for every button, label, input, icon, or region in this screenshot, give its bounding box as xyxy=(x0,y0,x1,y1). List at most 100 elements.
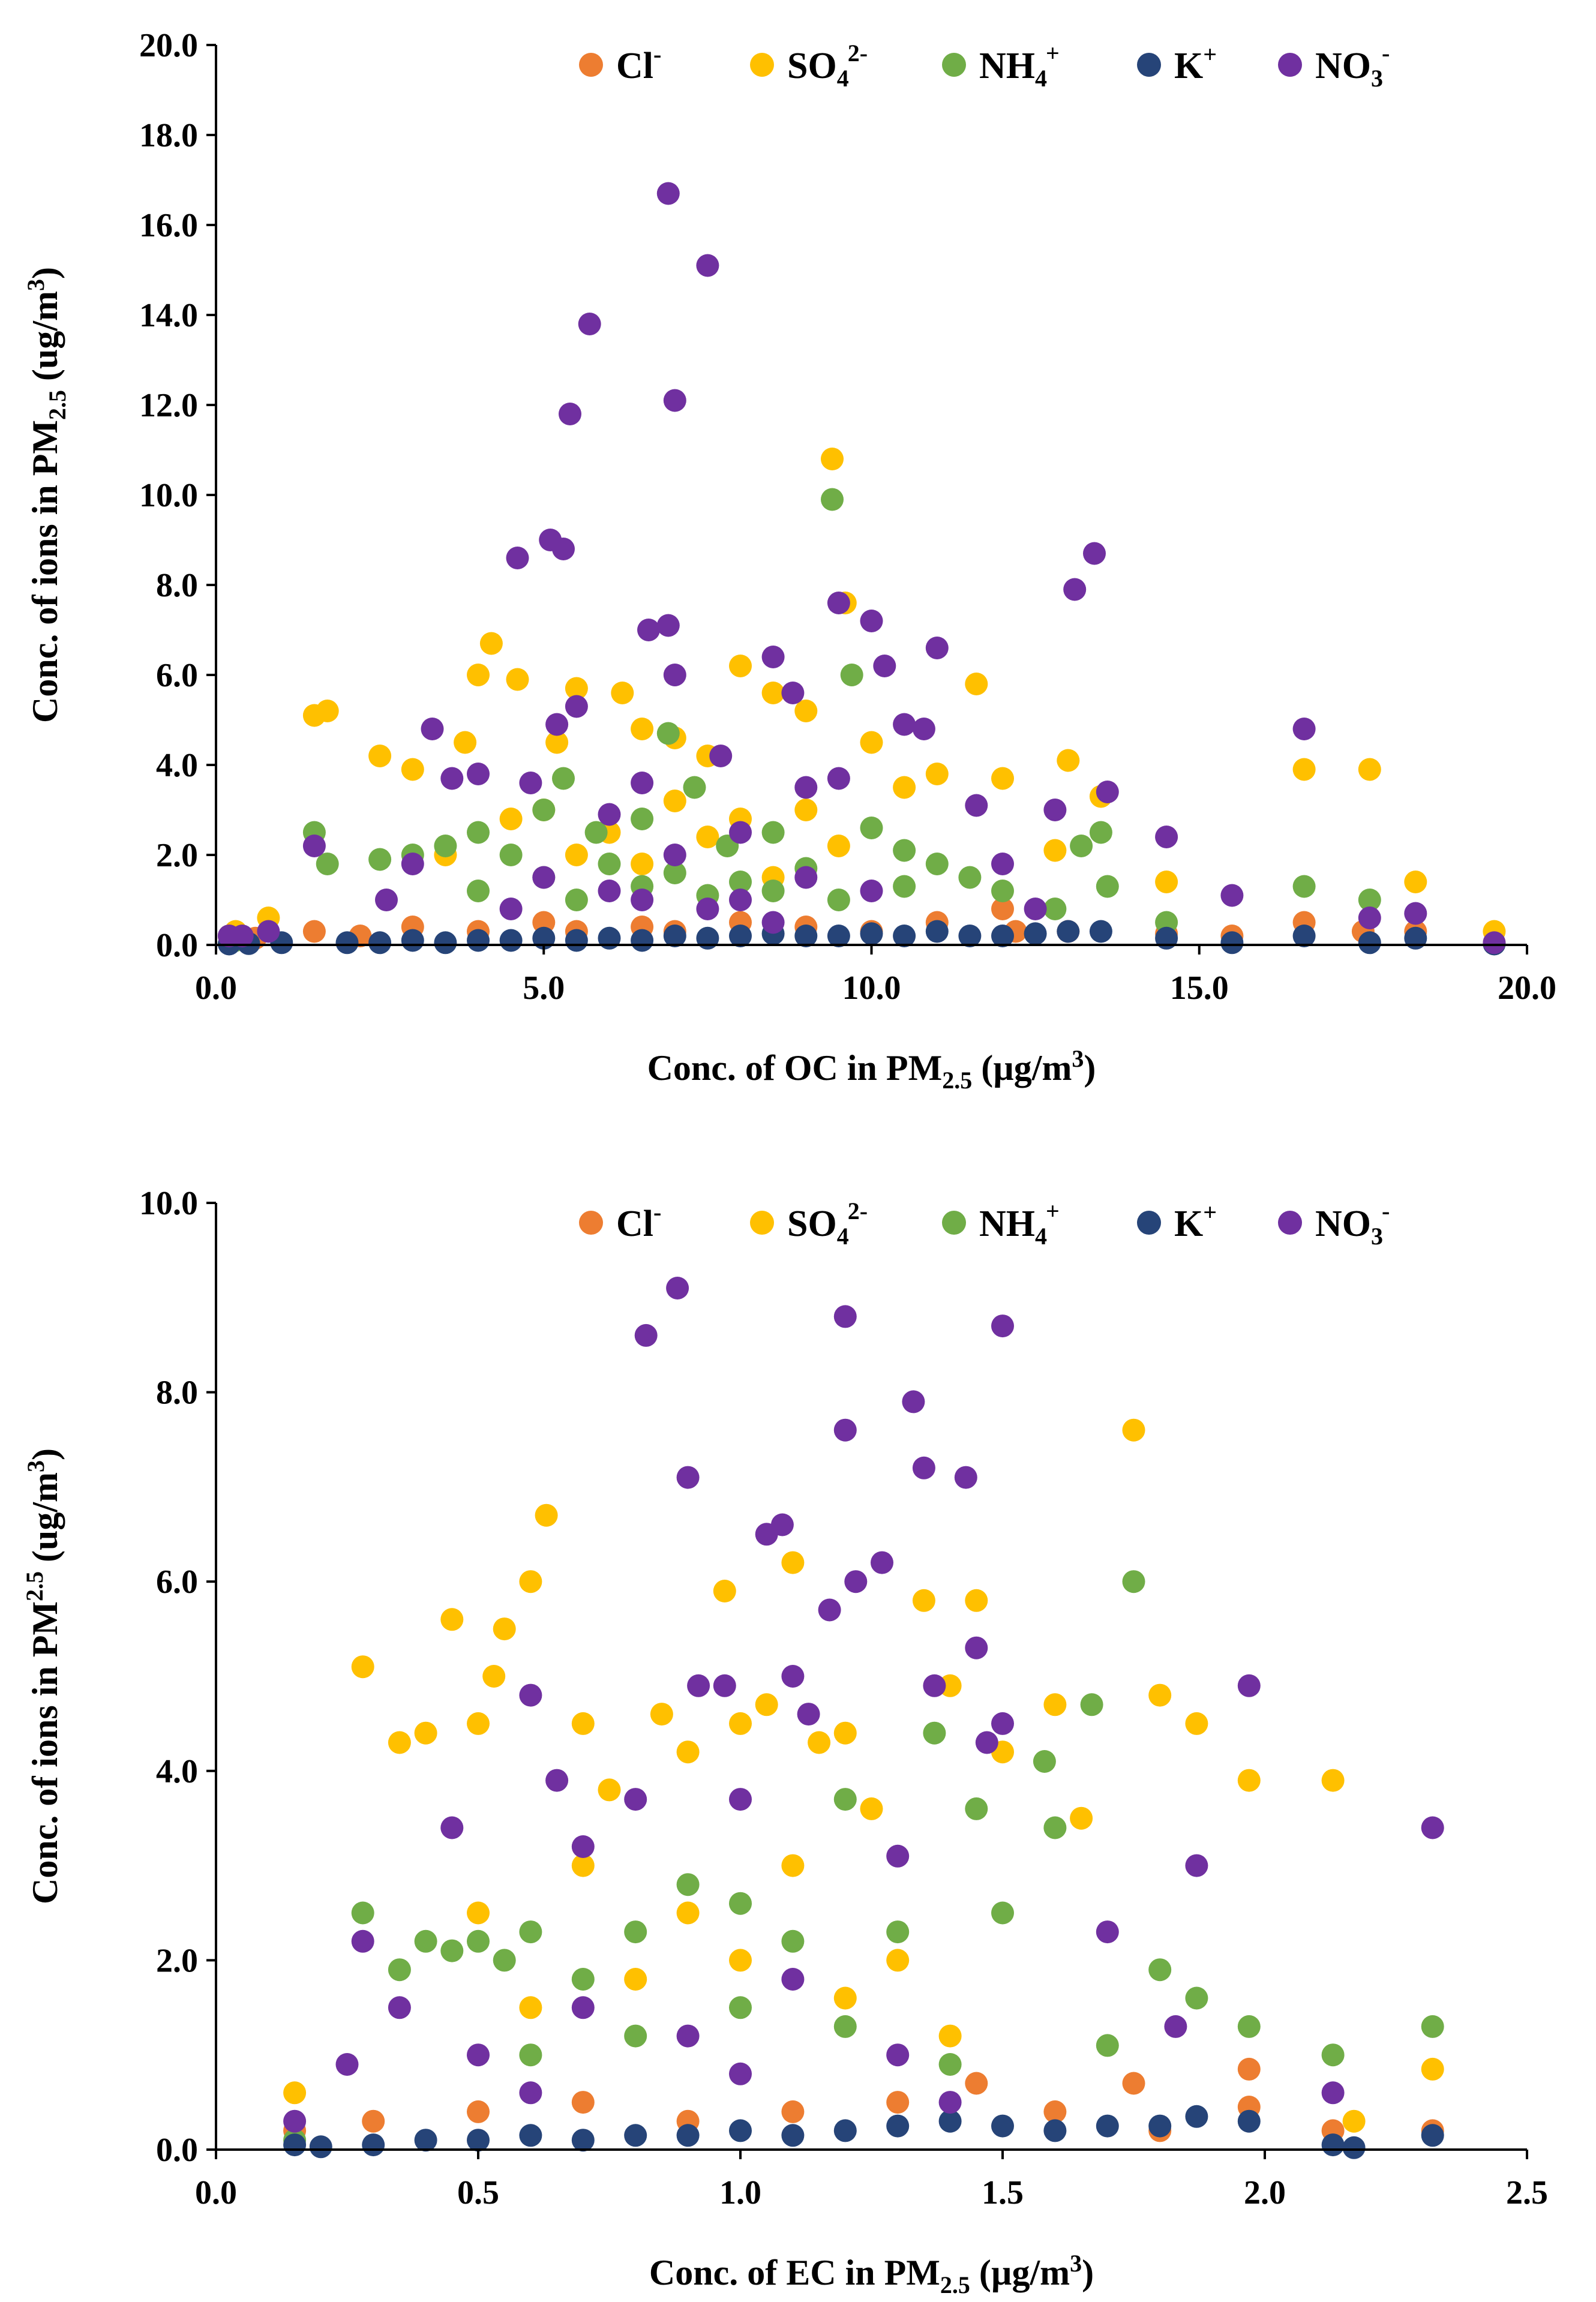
data-point xyxy=(401,853,424,875)
data-point xyxy=(414,2129,437,2152)
legend-label: SO42- xyxy=(787,40,868,92)
data-point xyxy=(729,821,752,844)
data-point xyxy=(1404,871,1427,893)
data-point xyxy=(860,1797,883,1820)
data-point xyxy=(388,1731,411,1754)
y-tick-label: 6.0 xyxy=(156,1563,198,1601)
data-point xyxy=(519,2081,542,2105)
x-tick-label: 2.5 xyxy=(1506,2174,1548,2211)
data-point xyxy=(886,2091,910,2114)
data-point xyxy=(467,929,490,952)
data-point xyxy=(794,776,818,799)
data-point xyxy=(1342,2109,1366,2133)
data-point xyxy=(519,1570,542,1593)
data-point xyxy=(683,776,706,799)
data-point xyxy=(1321,2043,1345,2067)
data-point xyxy=(283,2081,307,2105)
data-point xyxy=(821,488,844,511)
data-point xyxy=(1421,2124,1444,2147)
data-point xyxy=(316,700,339,722)
data-point xyxy=(912,718,935,740)
data-point xyxy=(440,1816,464,1839)
data-point xyxy=(467,2043,490,2067)
data-point xyxy=(1089,821,1112,844)
data-point xyxy=(1358,889,1381,911)
data-point xyxy=(818,1598,841,1622)
data-point xyxy=(1057,749,1080,772)
legend-marker xyxy=(1278,53,1302,77)
data-point xyxy=(1185,1986,1208,2010)
data-point xyxy=(440,767,464,790)
data-point xyxy=(1220,884,1244,907)
x-tick-label: 5.0 xyxy=(523,970,565,1007)
data-point xyxy=(1421,1816,1444,1839)
data-point xyxy=(770,1513,794,1536)
data-point xyxy=(1421,2015,1444,2038)
data-point xyxy=(676,1740,700,1764)
data-point xyxy=(676,1466,700,1489)
data-point xyxy=(781,1929,805,1953)
data-point xyxy=(761,646,785,668)
data-point xyxy=(761,821,785,844)
series-Cl- xyxy=(283,2057,1444,2142)
data-point xyxy=(676,2124,700,2147)
legend-item-Cl-: Cl- xyxy=(579,41,661,86)
legend-label: SO42- xyxy=(787,1197,868,1250)
data-point xyxy=(302,920,326,943)
data-point xyxy=(958,866,982,889)
data-point xyxy=(467,821,490,844)
data-point xyxy=(1404,926,1427,950)
data-point xyxy=(1148,2114,1172,2138)
data-point xyxy=(362,2133,385,2157)
data-point xyxy=(860,610,883,632)
data-point xyxy=(663,790,686,812)
legend-item-SO42-: SO42- xyxy=(750,40,868,92)
data-point xyxy=(624,1968,647,1991)
data-point xyxy=(656,182,680,205)
data-point xyxy=(860,880,883,902)
data-point xyxy=(467,2129,490,2152)
data-point xyxy=(1024,922,1047,946)
oc-scatter-chart: 0.0 2.0 4.0 6.0 8.0 10.0 12.0 14.0 16.0 18.0 20.0 0… xyxy=(22,27,1556,1094)
data-point xyxy=(559,403,581,425)
data-point xyxy=(886,1920,910,1944)
data-point xyxy=(709,745,733,767)
data-point xyxy=(421,718,444,740)
data-point xyxy=(761,682,785,704)
data-point xyxy=(1043,839,1067,862)
data-point xyxy=(519,2124,542,2147)
data-point xyxy=(713,1674,736,1697)
data-point xyxy=(624,2024,647,2048)
data-point xyxy=(545,1769,569,1792)
data-point xyxy=(283,2109,307,2133)
data-point xyxy=(454,731,477,754)
data-point xyxy=(1185,1712,1208,1735)
data-point xyxy=(598,853,621,875)
data-point xyxy=(687,1674,710,1697)
data-point xyxy=(519,2043,542,2067)
data-point xyxy=(923,1674,946,1697)
data-point xyxy=(729,1788,752,1811)
data-point xyxy=(912,1456,935,1479)
data-point xyxy=(631,929,654,952)
data-point xyxy=(729,1949,752,1972)
data-point xyxy=(532,799,556,821)
data-point xyxy=(965,2072,988,2095)
data-point xyxy=(975,1731,998,1754)
y-tick-label: 18.0 xyxy=(139,117,198,154)
data-point xyxy=(656,722,680,745)
data-point xyxy=(676,1873,700,1896)
data-point xyxy=(925,763,949,785)
data-point xyxy=(729,1996,752,2019)
data-point xyxy=(598,926,621,950)
x-tick-label: 1.0 xyxy=(719,2174,761,2211)
data-point xyxy=(532,866,556,889)
data-point xyxy=(1185,2105,1208,2128)
data-point xyxy=(844,1570,868,1593)
data-point xyxy=(1024,898,1047,920)
data-point xyxy=(440,1939,464,1962)
data-point xyxy=(833,2015,857,2038)
legend-marker xyxy=(579,1211,603,1235)
data-point xyxy=(663,925,686,947)
